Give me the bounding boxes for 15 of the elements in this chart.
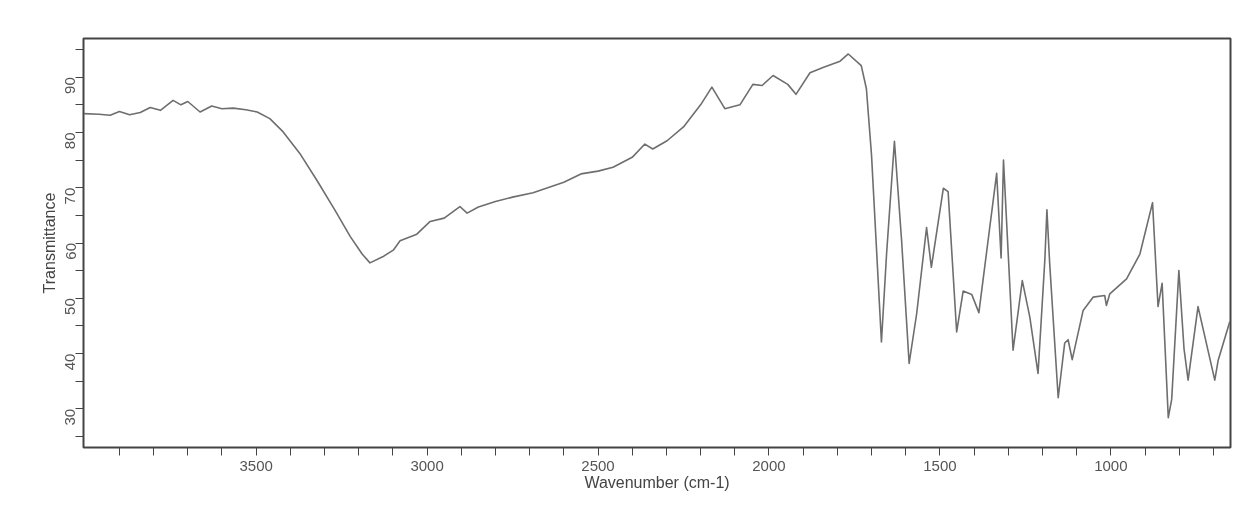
y-tick-label: 30 [61, 408, 79, 426]
y-tick-label: 60 [61, 243, 79, 260]
x-tick-label: 2500 [581, 456, 615, 474]
y-tick-label: 40 [61, 353, 79, 371]
y-tick-label: 90 [61, 77, 79, 94]
x-tick-label: 3500 [239, 456, 273, 474]
y-axis-title: Transmittance [40, 192, 58, 294]
x-tick-label: 2000 [752, 456, 786, 474]
y-tick-label: 50 [61, 298, 79, 315]
x-axis-title: Wavenumber (cm-1) [584, 473, 730, 491]
x-tick-label: 3000 [410, 456, 444, 474]
y-tick-label: 70 [61, 187, 79, 205]
x-tick-label: 1500 [923, 456, 957, 474]
x-tick-label: 1000 [1094, 456, 1128, 474]
y-tick-label: 80 [61, 132, 79, 150]
